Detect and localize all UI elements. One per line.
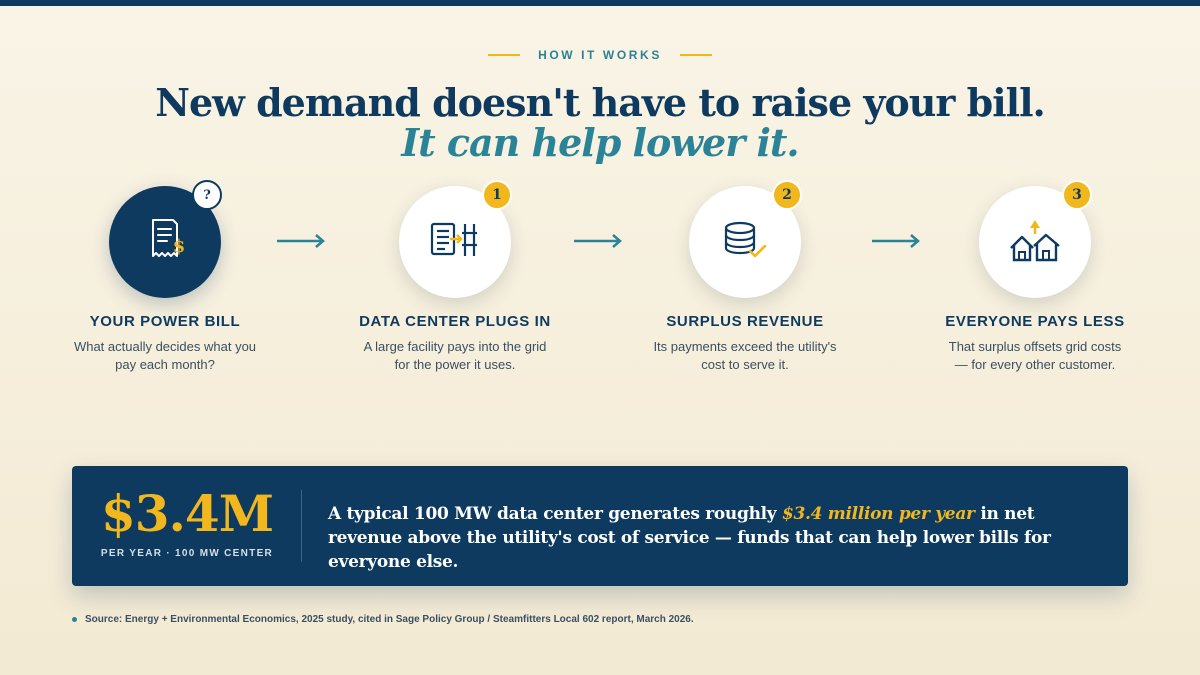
step-description: What actually decides what you pay each … <box>55 338 275 374</box>
arrow-right-icon <box>275 232 327 250</box>
step-description: Its payments exceed the utility's cost t… <box>635 338 855 374</box>
step-title: SURPLUS REVENUE <box>666 313 824 330</box>
stat-text-after: in net revenue above the utility's cost … <box>328 504 1051 572</box>
headline: New demand doesn't have to raise your bi… <box>155 80 1046 125</box>
eyebrow-label: HOW IT WORKS <box>538 48 662 62</box>
step-number-badge: 3 <box>1062 180 1092 210</box>
arrow-right-icon <box>870 232 922 250</box>
arrow-right-icon <box>572 232 624 250</box>
step-description: That surplus offsets grid costs — for ev… <box>925 338 1145 374</box>
houses-arrow-icon <box>1009 218 1061 267</box>
svg-text:$: $ <box>173 236 186 257</box>
source-note: Source: Energy + Environmental Economics… <box>72 614 694 625</box>
step-title: EVERYONE PAYS LESS <box>945 313 1125 330</box>
step-number-badge: 2 <box>772 180 802 210</box>
stat-description: A typical 100 MW data center generates r… <box>328 502 1108 574</box>
source-text: Source: Energy + Environmental Economics… <box>85 614 694 625</box>
eyebrow-rule-left <box>488 54 521 56</box>
step-title: YOUR POWER BILL <box>89 313 241 330</box>
stat-text-highlight: $3.4 million per year <box>781 504 975 524</box>
step-description-line: A large facility pays into the grid <box>363 339 547 354</box>
stat-value: $3.4M <box>100 484 274 543</box>
step-number-badge: 1 <box>482 180 512 210</box>
step-description-line: for the power it uses. <box>394 357 516 372</box>
step-description-line: cost to serve it. <box>701 357 789 372</box>
subheadline: It can help lower it. <box>401 120 799 165</box>
eyebrow: HOW IT WORKS <box>0 48 1200 62</box>
eyebrow-rule-right <box>679 54 712 56</box>
receipt-dollar-icon: $ <box>141 214 189 271</box>
stat-text-before: A typical 100 MW data center generates r… <box>328 504 782 524</box>
step-description-line: What actually decides what you <box>73 339 257 354</box>
coin-stack-check-icon <box>722 220 768 265</box>
step-description-line: pay each month? <box>115 357 215 372</box>
step-description-line: That surplus offsets grid costs <box>948 339 1122 354</box>
stat-divider <box>301 490 302 562</box>
step-description-line: — for every other customer. <box>954 357 1116 372</box>
question-badge: ? <box>192 180 222 210</box>
server-plug-icon <box>430 220 480 265</box>
step-title: DATA CENTER PLUGS IN <box>359 313 551 330</box>
top-accent-bar <box>0 0 1200 6</box>
step-description: A large facility pays into the grid for … <box>345 338 565 374</box>
bullet-dot-icon <box>72 617 77 622</box>
stat-caption: PER YEAR · 100 MW CENTER <box>100 548 274 559</box>
stat-panel: $3.4M PER YEAR · 100 MW CENTER A typical… <box>72 466 1128 586</box>
step-description-line: Its payments exceed the utility's <box>653 339 837 354</box>
